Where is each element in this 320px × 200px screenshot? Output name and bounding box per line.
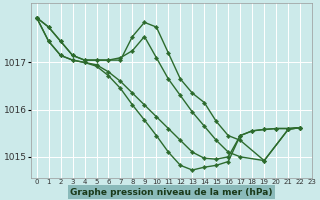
X-axis label: Graphe pression niveau de la mer (hPa): Graphe pression niveau de la mer (hPa) (70, 188, 273, 197)
